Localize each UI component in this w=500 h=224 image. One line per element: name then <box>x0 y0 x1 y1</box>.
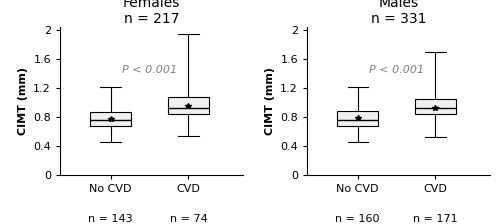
PathPatch shape <box>416 99 456 114</box>
Text: P < 0.001: P < 0.001 <box>122 65 177 75</box>
Text: n = 143: n = 143 <box>88 214 133 224</box>
Text: P < 0.001: P < 0.001 <box>369 65 424 75</box>
PathPatch shape <box>168 97 208 114</box>
Y-axis label: CIMT (mm): CIMT (mm) <box>264 67 274 135</box>
Text: n = 160: n = 160 <box>336 214 380 224</box>
Title: Males
n = 331: Males n = 331 <box>371 0 426 26</box>
PathPatch shape <box>338 111 378 126</box>
Y-axis label: CIMT (mm): CIMT (mm) <box>18 67 28 135</box>
Title: Females
n = 217: Females n = 217 <box>123 0 180 26</box>
PathPatch shape <box>90 112 131 126</box>
Text: n = 74: n = 74 <box>170 214 207 224</box>
Text: n = 171: n = 171 <box>413 214 458 224</box>
